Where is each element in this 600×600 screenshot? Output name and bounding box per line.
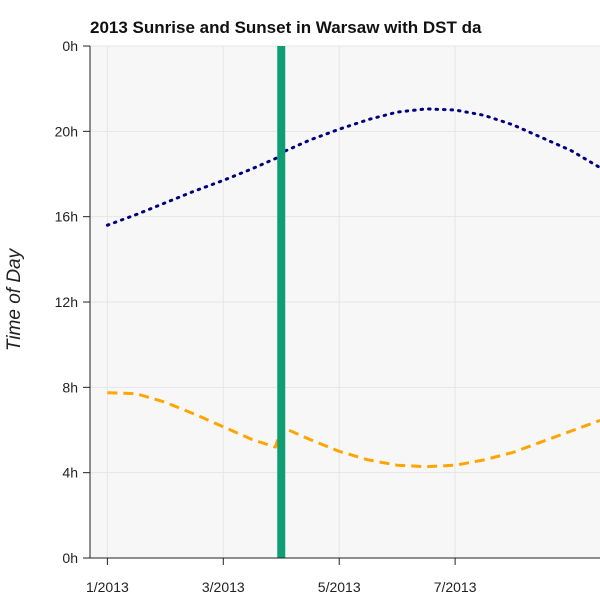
axes: 0h 4h 8h 12h 16h 20h 0h 1/2013 3/2013 5/2013 7/201…	[55, 38, 600, 595]
y-tick-label: 0h	[62, 38, 78, 54]
y-tick-label: 20h	[55, 123, 78, 139]
y-tick-label: 16h	[55, 209, 78, 225]
y-tick-label: 12h	[55, 294, 78, 310]
x-tick-label: 7/2013	[434, 579, 477, 595]
x-tick-label: 3/2013	[202, 579, 245, 595]
y-tick-label: 8h	[62, 379, 78, 395]
x-tick-label: 5/2013	[318, 579, 361, 595]
y-axis-label: Time of Day	[4, 247, 25, 351]
grid-lines	[90, 45, 600, 559]
y-tick-label: 0h	[62, 550, 78, 566]
series-layer	[105, 107, 600, 469]
y-tick-label: 4h	[62, 465, 78, 481]
chart-title: 2013 Sunrise and Sunset in Warsaw with D…	[90, 18, 482, 37]
series-line-2	[107, 391, 600, 469]
x-tick-label: 1/2013	[86, 579, 129, 595]
